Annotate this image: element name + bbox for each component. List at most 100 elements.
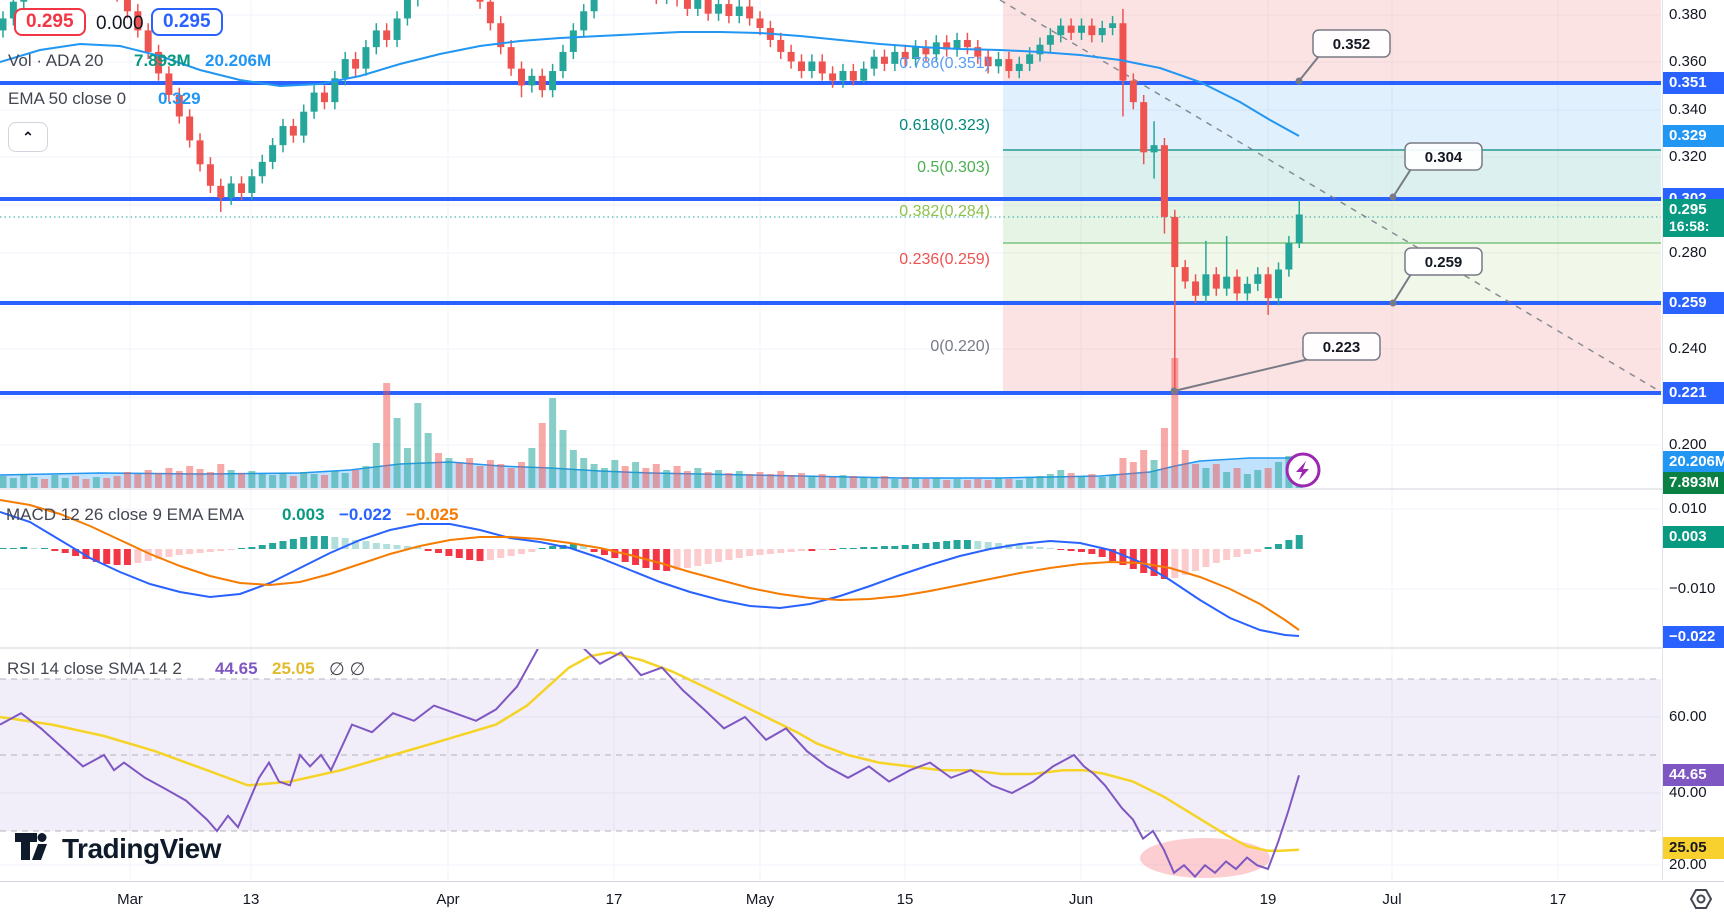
trendline-dashed[interactable] — [999, 0, 1662, 393]
volume-bar[interactable] — [20, 474, 28, 488]
volume-bar[interactable] — [61, 478, 69, 488]
volume-indicator-label[interactable]: Vol · ADA 20 — [8, 51, 104, 70]
candle[interactable] — [1181, 267, 1189, 282]
volume-bar[interactable] — [123, 472, 131, 488]
volume-bar[interactable] — [1212, 464, 1220, 488]
macd-histogram-bar[interactable] — [725, 549, 733, 560]
candle[interactable] — [683, 0, 691, 9]
candle[interactable] — [238, 183, 246, 193]
macd-histogram-bar[interactable] — [839, 548, 847, 549]
macd-histogram-bar[interactable] — [51, 549, 59, 551]
ema-indicator-label[interactable]: EMA 50 close 0 — [8, 89, 127, 108]
candle[interactable] — [300, 111, 308, 136]
candle[interactable] — [1192, 281, 1200, 296]
candle[interactable] — [1067, 25, 1075, 33]
volume-bar[interactable] — [777, 471, 785, 488]
macd-histogram-bar[interactable] — [673, 549, 681, 570]
macd-histogram-bar[interactable] — [331, 537, 339, 549]
macd-histogram-bar[interactable] — [1212, 549, 1220, 563]
axis-settings-gear-icon[interactable] — [1688, 886, 1714, 916]
macd-histogram-bar[interactable] — [1285, 540, 1293, 549]
volume-bar[interactable] — [134, 474, 142, 488]
volume-bar[interactable] — [953, 479, 961, 488]
macd-histogram-bar[interactable] — [538, 548, 546, 549]
macd-histogram-bar[interactable] — [600, 549, 608, 555]
volume-bar[interactable] — [414, 403, 422, 488]
volume-bar[interactable] — [40, 479, 48, 488]
volume-bar[interactable] — [1171, 358, 1179, 488]
candle[interactable] — [538, 75, 546, 91]
candle[interactable] — [963, 39, 971, 48]
candle[interactable] — [1212, 274, 1220, 289]
lightning-marker[interactable] — [1285, 452, 1321, 488]
macd-indicator-label[interactable]: MACD 12 26 close 9 EMA EMA — [6, 505, 245, 524]
macd-histogram-bar[interactable] — [341, 538, 349, 549]
price-callout[interactable]: 0.304 — [1389, 142, 1483, 201]
volume-bar[interactable] — [870, 478, 878, 488]
volume-bar[interactable] — [310, 474, 318, 488]
volume-bar[interactable] — [403, 448, 411, 488]
macd-histogram-bar[interactable] — [196, 549, 204, 553]
macd-histogram-bar[interactable] — [683, 549, 691, 568]
macd-histogram-bar[interactable] — [289, 539, 297, 549]
macd-histogram-bar[interactable] — [165, 549, 173, 557]
macd-histogram-bar[interactable] — [206, 549, 214, 552]
volume-bar[interactable] — [331, 471, 339, 488]
macd-histogram-bar[interactable] — [445, 549, 453, 556]
macd-histogram-bar[interactable] — [652, 549, 660, 570]
candle[interactable] — [362, 47, 370, 69]
candle[interactable] — [341, 59, 349, 79]
macd-histogram-bar[interactable] — [891, 546, 899, 549]
volume-bar[interactable] — [341, 473, 349, 488]
candle[interactable] — [507, 47, 515, 69]
macd-histogram-bar[interactable] — [1275, 544, 1283, 549]
macd-histogram-bar[interactable] — [9, 548, 17, 549]
candle[interactable] — [1275, 269, 1283, 299]
price-axis-badge[interactable]: 44.65 — [1663, 764, 1724, 786]
price-callout[interactable]: 0.223 — [1170, 332, 1381, 395]
volume-bar[interactable] — [611, 460, 619, 488]
candle[interactable] — [1057, 25, 1065, 36]
volume-bar[interactable] — [1233, 468, 1241, 488]
candle[interactable] — [1005, 59, 1013, 72]
macd-histogram-bar[interactable] — [82, 549, 90, 559]
time-axis[interactable]: Mar 13 Apr 17 May 15 Jun 19 Jul 17 — [0, 881, 1724, 922]
candle[interactable] — [1077, 25, 1085, 33]
volume-bar[interactable] — [860, 477, 868, 488]
candle[interactable] — [1036, 44, 1044, 55]
macd-histogram-bar[interactable] — [787, 549, 795, 552]
volume-bar[interactable] — [984, 480, 992, 488]
macd-histogram-bar[interactable] — [1233, 549, 1241, 557]
candle[interactable] — [175, 94, 183, 117]
macd-histogram-bar[interactable] — [362, 541, 370, 549]
macd-histogram-bar[interactable] — [103, 549, 111, 564]
candle[interactable] — [165, 73, 173, 95]
macd-histogram-bar[interactable] — [1067, 549, 1075, 551]
volume-bar[interactable] — [476, 466, 484, 488]
candle[interactable] — [829, 73, 837, 81]
volume-bar[interactable] — [839, 475, 847, 488]
candle[interactable] — [580, 11, 588, 31]
macd-histogram-bar[interactable] — [1223, 549, 1231, 560]
volume-bar[interactable] — [1109, 475, 1117, 488]
candle[interactable] — [331, 78, 339, 103]
volume-bar[interactable] — [766, 474, 774, 488]
volume-bar[interactable] — [1181, 450, 1189, 488]
macd-histogram-bar[interactable] — [901, 545, 909, 549]
candle[interactable] — [1140, 102, 1148, 153]
candle[interactable] — [1285, 243, 1293, 270]
candle[interactable] — [839, 71, 847, 81]
volume-bar[interactable] — [424, 433, 432, 488]
macd-histogram-bar[interactable] — [1181, 549, 1189, 575]
volume-bar[interactable] — [1129, 462, 1137, 488]
candle[interactable] — [155, 51, 163, 74]
candle[interactable] — [1088, 25, 1096, 36]
volume-bar[interactable] — [383, 383, 391, 488]
volume-bar[interactable] — [466, 458, 474, 488]
candle[interactable] — [1119, 23, 1127, 81]
macd-histogram-bar[interactable] — [1036, 547, 1044, 549]
price-axis-badge[interactable]: 20.206M — [1663, 451, 1724, 473]
volume-bar[interactable] — [829, 477, 837, 488]
macd-histogram-bar[interactable] — [569, 544, 577, 549]
macd-histogram-bar[interactable] — [497, 549, 505, 558]
